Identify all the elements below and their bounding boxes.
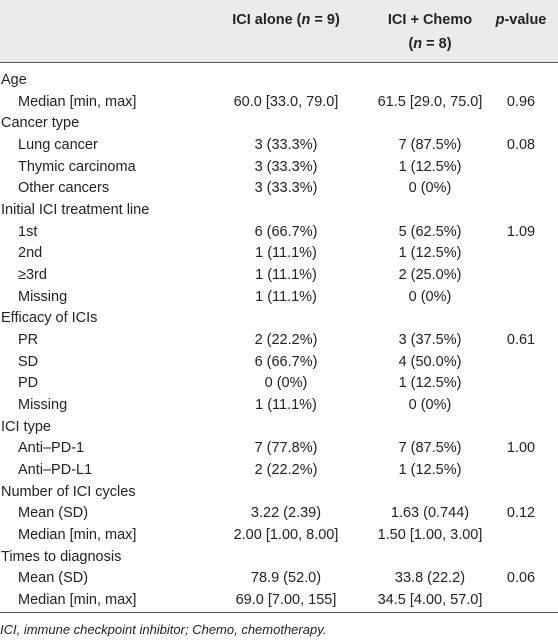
column-header: (n = 8) bbox=[408, 35, 451, 53]
cell: 7 (87.5%) bbox=[398, 137, 462, 153]
group-label: Cancer type bbox=[1, 115, 80, 132]
cell: 61.5 [29.0, 75.0] bbox=[377, 93, 483, 110]
cell: 1.00 bbox=[506, 440, 536, 457]
column-header: ICI alone (n = 9) bbox=[232, 11, 340, 29]
cell: 3 (33.3%) bbox=[254, 180, 318, 197]
cell: 2 (22.2%) bbox=[254, 462, 318, 479]
header-band bbox=[0, 0, 558, 63]
row-label: 2nd bbox=[18, 245, 43, 262]
cell: 78.9 (52.0) bbox=[250, 570, 322, 587]
group-label: Initial ICI treatment line bbox=[1, 202, 150, 219]
cell: 6 (66.7%) bbox=[254, 353, 318, 370]
cell: 7 (87.5%) bbox=[398, 440, 462, 457]
cell: 1.09 bbox=[506, 223, 536, 240]
group-label: Age bbox=[1, 72, 27, 88]
cell: 2 (25.0%) bbox=[398, 267, 462, 284]
cell: 3 (33.3%) bbox=[254, 137, 318, 153]
row-label: Mean (SD) bbox=[18, 505, 89, 522]
cell: 0.96 bbox=[506, 93, 536, 110]
row-label: PR bbox=[18, 332, 39, 349]
cell: 1.63 (0.744) bbox=[390, 505, 470, 522]
cell: 1 (11.1%) bbox=[255, 397, 317, 414]
header-text: p bbox=[495, 12, 505, 28]
row-label: Missing bbox=[18, 288, 68, 305]
cell: 0.06 bbox=[506, 570, 536, 587]
cell: 2 (22.2%) bbox=[254, 332, 318, 349]
group-label: Times to diagnosis bbox=[1, 548, 122, 565]
cell: 3 (37.5%) bbox=[398, 332, 462, 349]
cell: 1 (12.5%) bbox=[398, 245, 462, 262]
cell: 3 (33.3%) bbox=[254, 158, 318, 175]
header-text: ( bbox=[408, 36, 414, 52]
cell: 60.0 [33.0, 79.0] bbox=[233, 93, 339, 110]
bottom-rule bbox=[0, 612, 558, 613]
cell: 69.0 [7.00, 155] bbox=[235, 592, 337, 609]
cell: 6 (66.7%) bbox=[254, 223, 318, 240]
cell: 1 (11.1%) bbox=[255, 288, 317, 305]
group-label: ICI type bbox=[1, 418, 51, 435]
row-label: Other cancers bbox=[18, 180, 110, 197]
cell: 1 (12.5%) bbox=[398, 375, 462, 392]
row-label: Mean (SD) bbox=[18, 570, 89, 587]
cell: 34.5 [4.00, 57.0] bbox=[377, 592, 483, 609]
header-text: n bbox=[301, 12, 311, 28]
group-label: Number of ICI cycles bbox=[1, 483, 136, 500]
cell: 0.08 bbox=[506, 137, 536, 153]
column-header: p-value bbox=[496, 11, 547, 29]
row-label: PD bbox=[18, 375, 39, 392]
row-label: Median [min, max] bbox=[18, 527, 137, 544]
row-label: Anti–PD-1 bbox=[18, 440, 85, 457]
row-label: Anti–PD-L1 bbox=[18, 462, 93, 479]
header-text: n bbox=[413, 36, 423, 52]
row-label: Median [min, max] bbox=[18, 93, 137, 110]
footnote: ICI, immune checkpoint inhibitor; Chemo,… bbox=[0, 622, 327, 637]
cell: 0 (0%) bbox=[408, 397, 452, 414]
row-label: Thymic carcinoma bbox=[18, 158, 136, 175]
cell: 5 (62.5%) bbox=[398, 223, 462, 240]
column-header: ICI + Chemo bbox=[388, 11, 472, 29]
cell: 7 (77.8%) bbox=[254, 440, 318, 457]
cell: 33.8 (22.2) bbox=[394, 570, 466, 587]
cell: 1 (12.5%) bbox=[398, 158, 462, 175]
cell: 0.61 bbox=[506, 332, 536, 349]
row-label: SD bbox=[18, 353, 39, 370]
header-text: = 8) bbox=[422, 36, 452, 52]
cell: 4 (50.0%) bbox=[398, 353, 462, 370]
row-label: ≥3rd bbox=[18, 267, 47, 284]
header-text: ICI alone ( bbox=[232, 12, 302, 28]
row-label: Missing bbox=[18, 397, 68, 414]
header-text: -value bbox=[504, 12, 547, 28]
cell: 1.50 [1.00, 3.00] bbox=[377, 527, 483, 544]
cell: 3.22 (2.39) bbox=[250, 505, 322, 522]
cell: 1 (11.1%) bbox=[255, 267, 317, 284]
cell: 1 (12.5%) bbox=[398, 462, 462, 479]
cell: 0.12 bbox=[506, 505, 536, 522]
cell: 0 (0%) bbox=[264, 375, 308, 392]
header-text: = 9) bbox=[310, 12, 340, 28]
row-label: Median [min, max] bbox=[18, 592, 137, 609]
cell: 1 (11.1%) bbox=[255, 245, 317, 262]
cell: 2.00 [1.00, 8.00] bbox=[233, 527, 339, 544]
cell: 0 (0%) bbox=[408, 288, 452, 305]
row-label: Lung cancer bbox=[18, 137, 98, 153]
cell: 0 (0%) bbox=[408, 180, 452, 197]
header-text: ICI + Chemo bbox=[387, 12, 473, 28]
group-label: Efficacy of ICIs bbox=[1, 310, 98, 327]
row-label: 1st bbox=[18, 223, 38, 240]
